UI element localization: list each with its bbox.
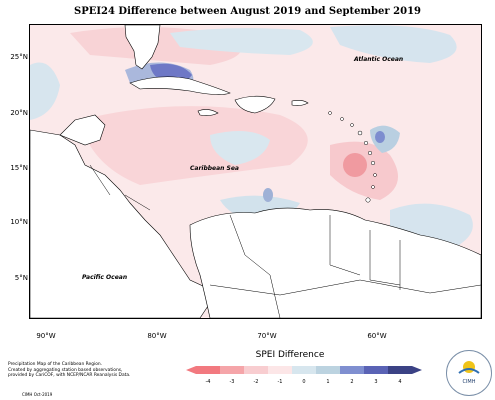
map-panel (29, 24, 482, 319)
land-jamaica (197, 109, 219, 116)
legend-tick-label: 4 (398, 379, 401, 385)
cimh-logo: CIMH (446, 350, 492, 396)
lat-label-10n: 10°N (10, 218, 28, 226)
anomaly-caribbean-pink (80, 106, 308, 185)
footnote-line-3: provided by CariCOF, with NCEP/NCAR Rean… (8, 373, 131, 379)
lon-label-60w: 60°W (367, 332, 387, 340)
legend-tick-label: -2 (254, 379, 259, 385)
legend-tick-label: 2 (350, 379, 353, 385)
land-yucatan (59, 114, 106, 146)
land-mexico-central-america (30, 129, 211, 318)
legend-tick-label: -4 (206, 379, 211, 385)
map-canvas (30, 25, 481, 318)
land-south-america (189, 207, 481, 318)
border-venezuela-guyana (329, 215, 361, 276)
logo-wave-icon (458, 368, 480, 374)
land-florida (124, 25, 161, 70)
footnote-line-2: Created by aggregating station based obs… (8, 367, 123, 373)
credit-text: CIMH Oct-2019 (22, 392, 53, 397)
logo-label: CIMH (462, 379, 476, 385)
legend-swatch (364, 366, 388, 374)
land-lesser-antilles (328, 111, 377, 203)
legend-tick-label: -3 (230, 379, 235, 385)
border-brazil-north (209, 279, 481, 296)
land-cuba (129, 76, 231, 95)
anomaly-blue-gulf (30, 62, 60, 120)
map-title: SPEI24 Difference between August 2019 an… (73, 6, 421, 17)
legend-swatch (196, 366, 220, 374)
anomaly-blue-spot-east (375, 131, 385, 143)
land-hispaniola (234, 95, 276, 114)
legend-swatch (220, 366, 244, 374)
legend-colorbar: -4 -3 -2 -1 0 1 2 3 4 (186, 366, 422, 385)
lat-label-5n: 5°N (14, 274, 28, 282)
lat-label-25n: 25°N (10, 53, 28, 61)
label-atlantic-ocean: Atlantic Ocean (354, 56, 404, 63)
border-colombia-venezuela (229, 214, 281, 318)
anomaly-blue-north (170, 28, 313, 55)
label-pacific-ocean: Pacific Ocean (82, 274, 128, 281)
lon-label-70w: 70°W (257, 332, 277, 340)
lat-label-20n: 20°N (10, 109, 28, 117)
land-puerto-rico (291, 100, 309, 106)
legend-swatch (268, 366, 292, 374)
legend-title: SPEI Difference (255, 350, 325, 360)
legend-swatch (340, 366, 364, 374)
legend-arrow-min (186, 366, 196, 374)
legend-swatch (388, 366, 412, 374)
legend-swatch (316, 366, 340, 374)
footnote: Precipitation Map of the Caribbean Regio… (8, 362, 130, 379)
border-central-america (89, 164, 151, 211)
border-guyana-suriname (369, 230, 401, 286)
logo-emblem (458, 361, 480, 374)
anomaly-blue-spot-south (263, 188, 273, 202)
legend-tick-label: -1 (278, 379, 283, 385)
legend-swatch (244, 366, 268, 374)
label-caribbean-sea: Caribbean Sea (190, 165, 239, 172)
anomaly-strong-negative-spot (343, 153, 367, 177)
anomaly-blue-caribbean (210, 131, 270, 165)
footnote-line-1: Precipitation Map of the Caribbean Regio… (8, 362, 103, 367)
anomaly-blue-atlantic (330, 25, 457, 63)
legend-arrow-max (412, 366, 422, 374)
lat-label-15n: 15°N (10, 164, 28, 172)
legend-tick-label: 1 (326, 379, 329, 385)
lon-label-90w: 90°W (36, 332, 56, 340)
logo-sun-icon (463, 361, 475, 373)
legend-swatch (292, 366, 316, 374)
lon-label-80w: 80°W (147, 332, 167, 340)
legend-tick-label: 0 (302, 379, 305, 385)
legend-tick-label: 3 (374, 379, 377, 385)
